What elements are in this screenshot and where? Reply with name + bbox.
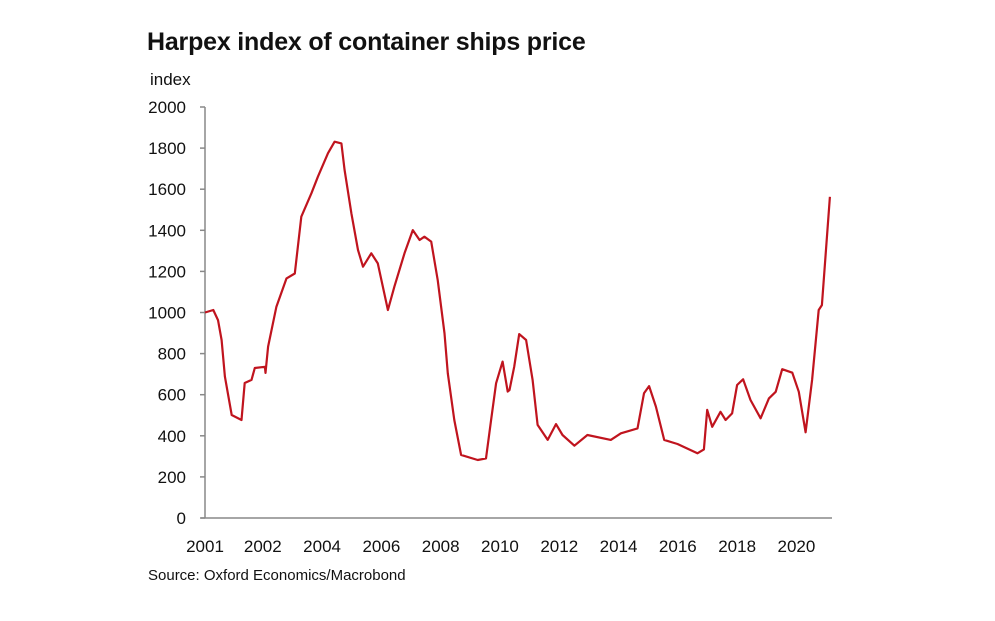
y-tick-label: 200 — [158, 468, 186, 487]
y-tick-label: 1800 — [148, 139, 186, 158]
y-tick-label: 2000 — [148, 98, 186, 117]
y-tick-label: 1200 — [148, 262, 186, 281]
y-tick-label: 600 — [158, 386, 186, 405]
x-tick-label: 2010 — [481, 537, 519, 556]
y-tick-label: 400 — [158, 427, 186, 446]
y-tick-label: 1000 — [148, 304, 186, 323]
x-tick-label: 2002 — [244, 537, 282, 556]
x-tick-label: 2001 — [186, 537, 224, 556]
source-note: Source: Oxford Economics/Macrobond — [148, 567, 406, 584]
x-tick-label: 2006 — [362, 537, 400, 556]
y-tick-label: 0 — [177, 509, 186, 528]
y-tick-label: 1600 — [148, 180, 186, 199]
y-axis-label: index — [150, 70, 191, 89]
x-tick-label: 2004 — [303, 537, 341, 556]
x-tick-label: 2014 — [600, 537, 638, 556]
y-tick-label: 1400 — [148, 221, 186, 240]
x-tick-label: 2012 — [540, 537, 578, 556]
x-tick-label: 2018 — [718, 537, 756, 556]
chart-title: Harpex index of container ships price — [147, 28, 586, 56]
x-tick-label: 2008 — [422, 537, 460, 556]
harpex-series-line — [204, 140, 831, 462]
x-tick-label: 2016 — [659, 537, 697, 556]
y-tick-label: 800 — [158, 345, 186, 364]
x-tick-label: 2020 — [778, 537, 816, 556]
